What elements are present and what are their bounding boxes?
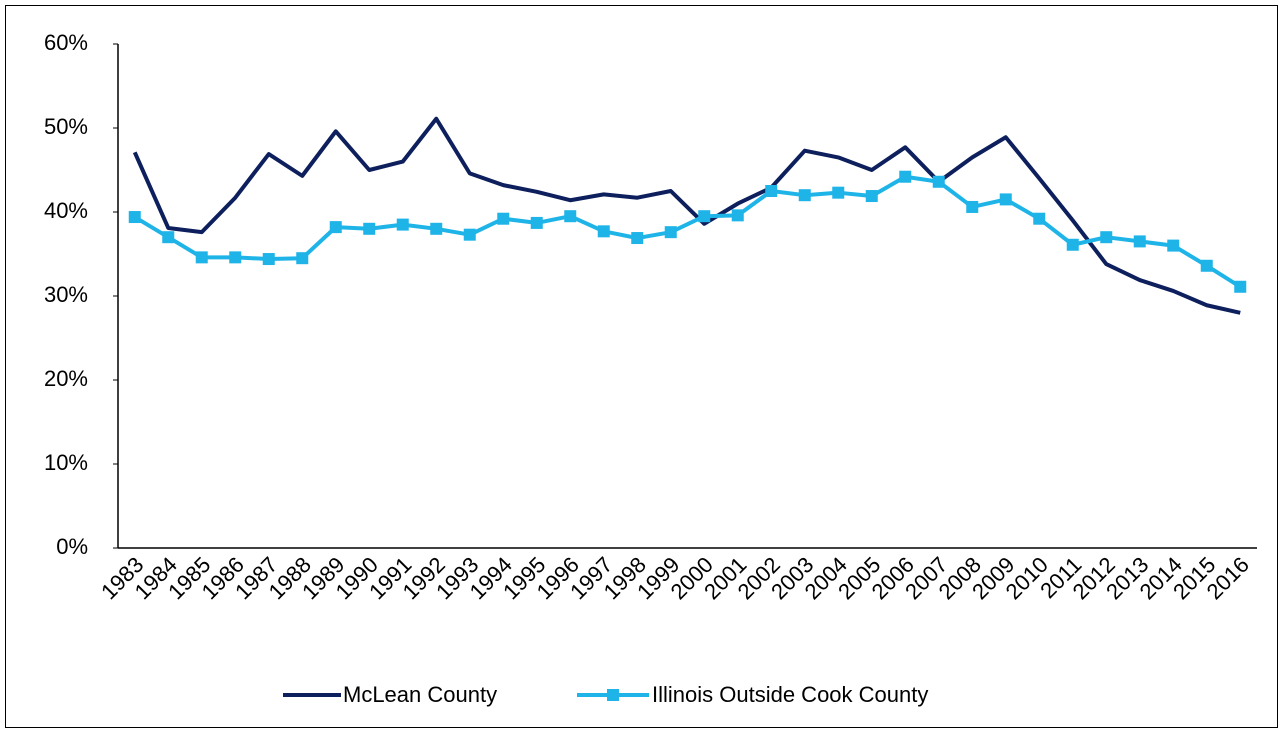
point-marker [497, 212, 510, 225]
point-marker [296, 252, 309, 265]
y-tick-label: 40% [44, 198, 88, 223]
point-marker [966, 200, 979, 213]
point-marker [698, 210, 711, 223]
chart-frame [5, 5, 1278, 728]
point-marker [765, 185, 778, 197]
point-marker [229, 251, 242, 264]
point-marker [530, 216, 543, 229]
point-marker [430, 222, 443, 235]
point-marker [798, 189, 811, 202]
point-marker [865, 190, 878, 203]
point-marker [1167, 239, 1180, 252]
y-tick-label: 50% [44, 114, 88, 139]
point-marker [1066, 238, 1079, 251]
legend-label: McLean County [343, 682, 497, 707]
series-line [132, 116, 1241, 315]
point-marker [1100, 231, 1113, 244]
point-marker [128, 211, 141, 224]
y-tick-label: 60% [44, 30, 88, 55]
point-marker [664, 226, 677, 239]
point-marker [899, 170, 912, 183]
y-tick-label: 30% [44, 282, 88, 307]
y-tick-label: 0% [56, 534, 88, 559]
point-marker [396, 218, 409, 231]
point-marker [932, 175, 945, 188]
point-marker [597, 225, 610, 238]
point-marker [262, 253, 275, 266]
legend-label: Illinois Outside Cook County [652, 682, 928, 707]
point-marker [999, 193, 1012, 206]
y-tick-label: 10% [44, 450, 88, 475]
point-marker [1200, 259, 1213, 272]
point-marker [162, 231, 175, 244]
point-marker [329, 221, 342, 234]
point-marker [564, 210, 577, 223]
point-marker [363, 222, 376, 235]
y-tick-label: 20% [44, 366, 88, 391]
point-marker [1133, 235, 1146, 248]
point-marker [1234, 280, 1247, 293]
legend-marker [607, 689, 619, 701]
point-marker [631, 232, 644, 245]
point-marker [731, 209, 744, 222]
point-marker [195, 251, 208, 264]
point-marker [1033, 212, 1046, 225]
point-marker [832, 186, 845, 199]
point-marker [463, 228, 476, 241]
series-line [133, 174, 1242, 289]
